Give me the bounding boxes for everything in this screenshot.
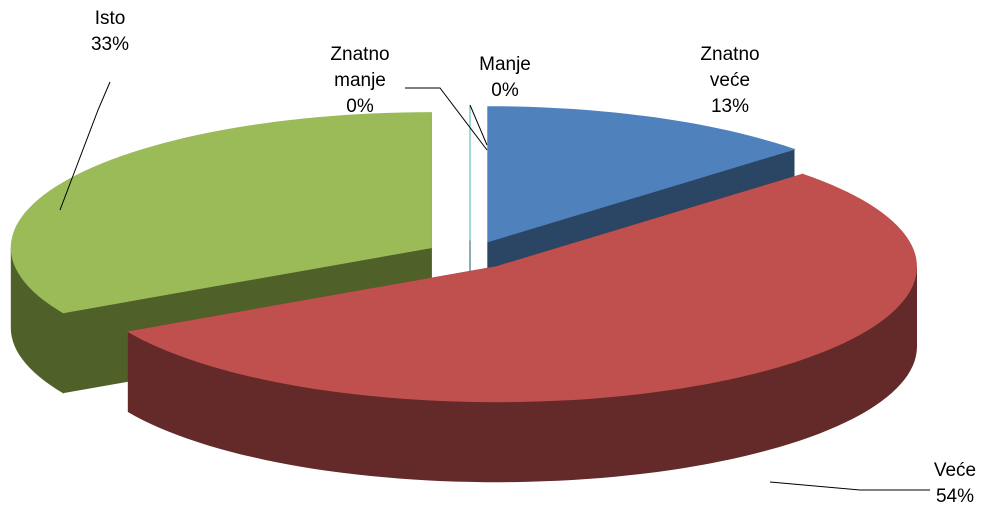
- slice: [126, 173, 917, 403]
- data-label: Manje 0%: [455, 52, 555, 104]
- data-label: Znatno manje 0%: [310, 42, 410, 120]
- leader-line: [469, 104, 488, 146]
- label-value: 0%: [491, 80, 519, 101]
- label-name: Manje: [479, 54, 531, 75]
- label-value: 54%: [935, 486, 975, 507]
- label-value: 0%: [346, 96, 374, 117]
- label-value: 33%: [90, 34, 130, 55]
- slice: [487, 106, 796, 243]
- label-name: Znatno manje: [330, 44, 390, 91]
- label-value: 13%: [710, 96, 750, 117]
- leader-line: [59, 81, 111, 211]
- label-name: Veće: [933, 460, 977, 481]
- slice: [10, 112, 432, 314]
- data-label: Znatno veće 13%: [680, 42, 780, 120]
- leader-lines: [59, 81, 930, 491]
- data-label: Isto 33%: [60, 6, 160, 58]
- leader-line: [769, 481, 930, 491]
- label-name: Znatno veće: [700, 44, 760, 91]
- leader-line: [405, 87, 488, 151]
- slices: [10, 105, 917, 483]
- label-name: Isto: [94, 8, 126, 29]
- data-label: Veće 54%: [905, 458, 990, 510]
